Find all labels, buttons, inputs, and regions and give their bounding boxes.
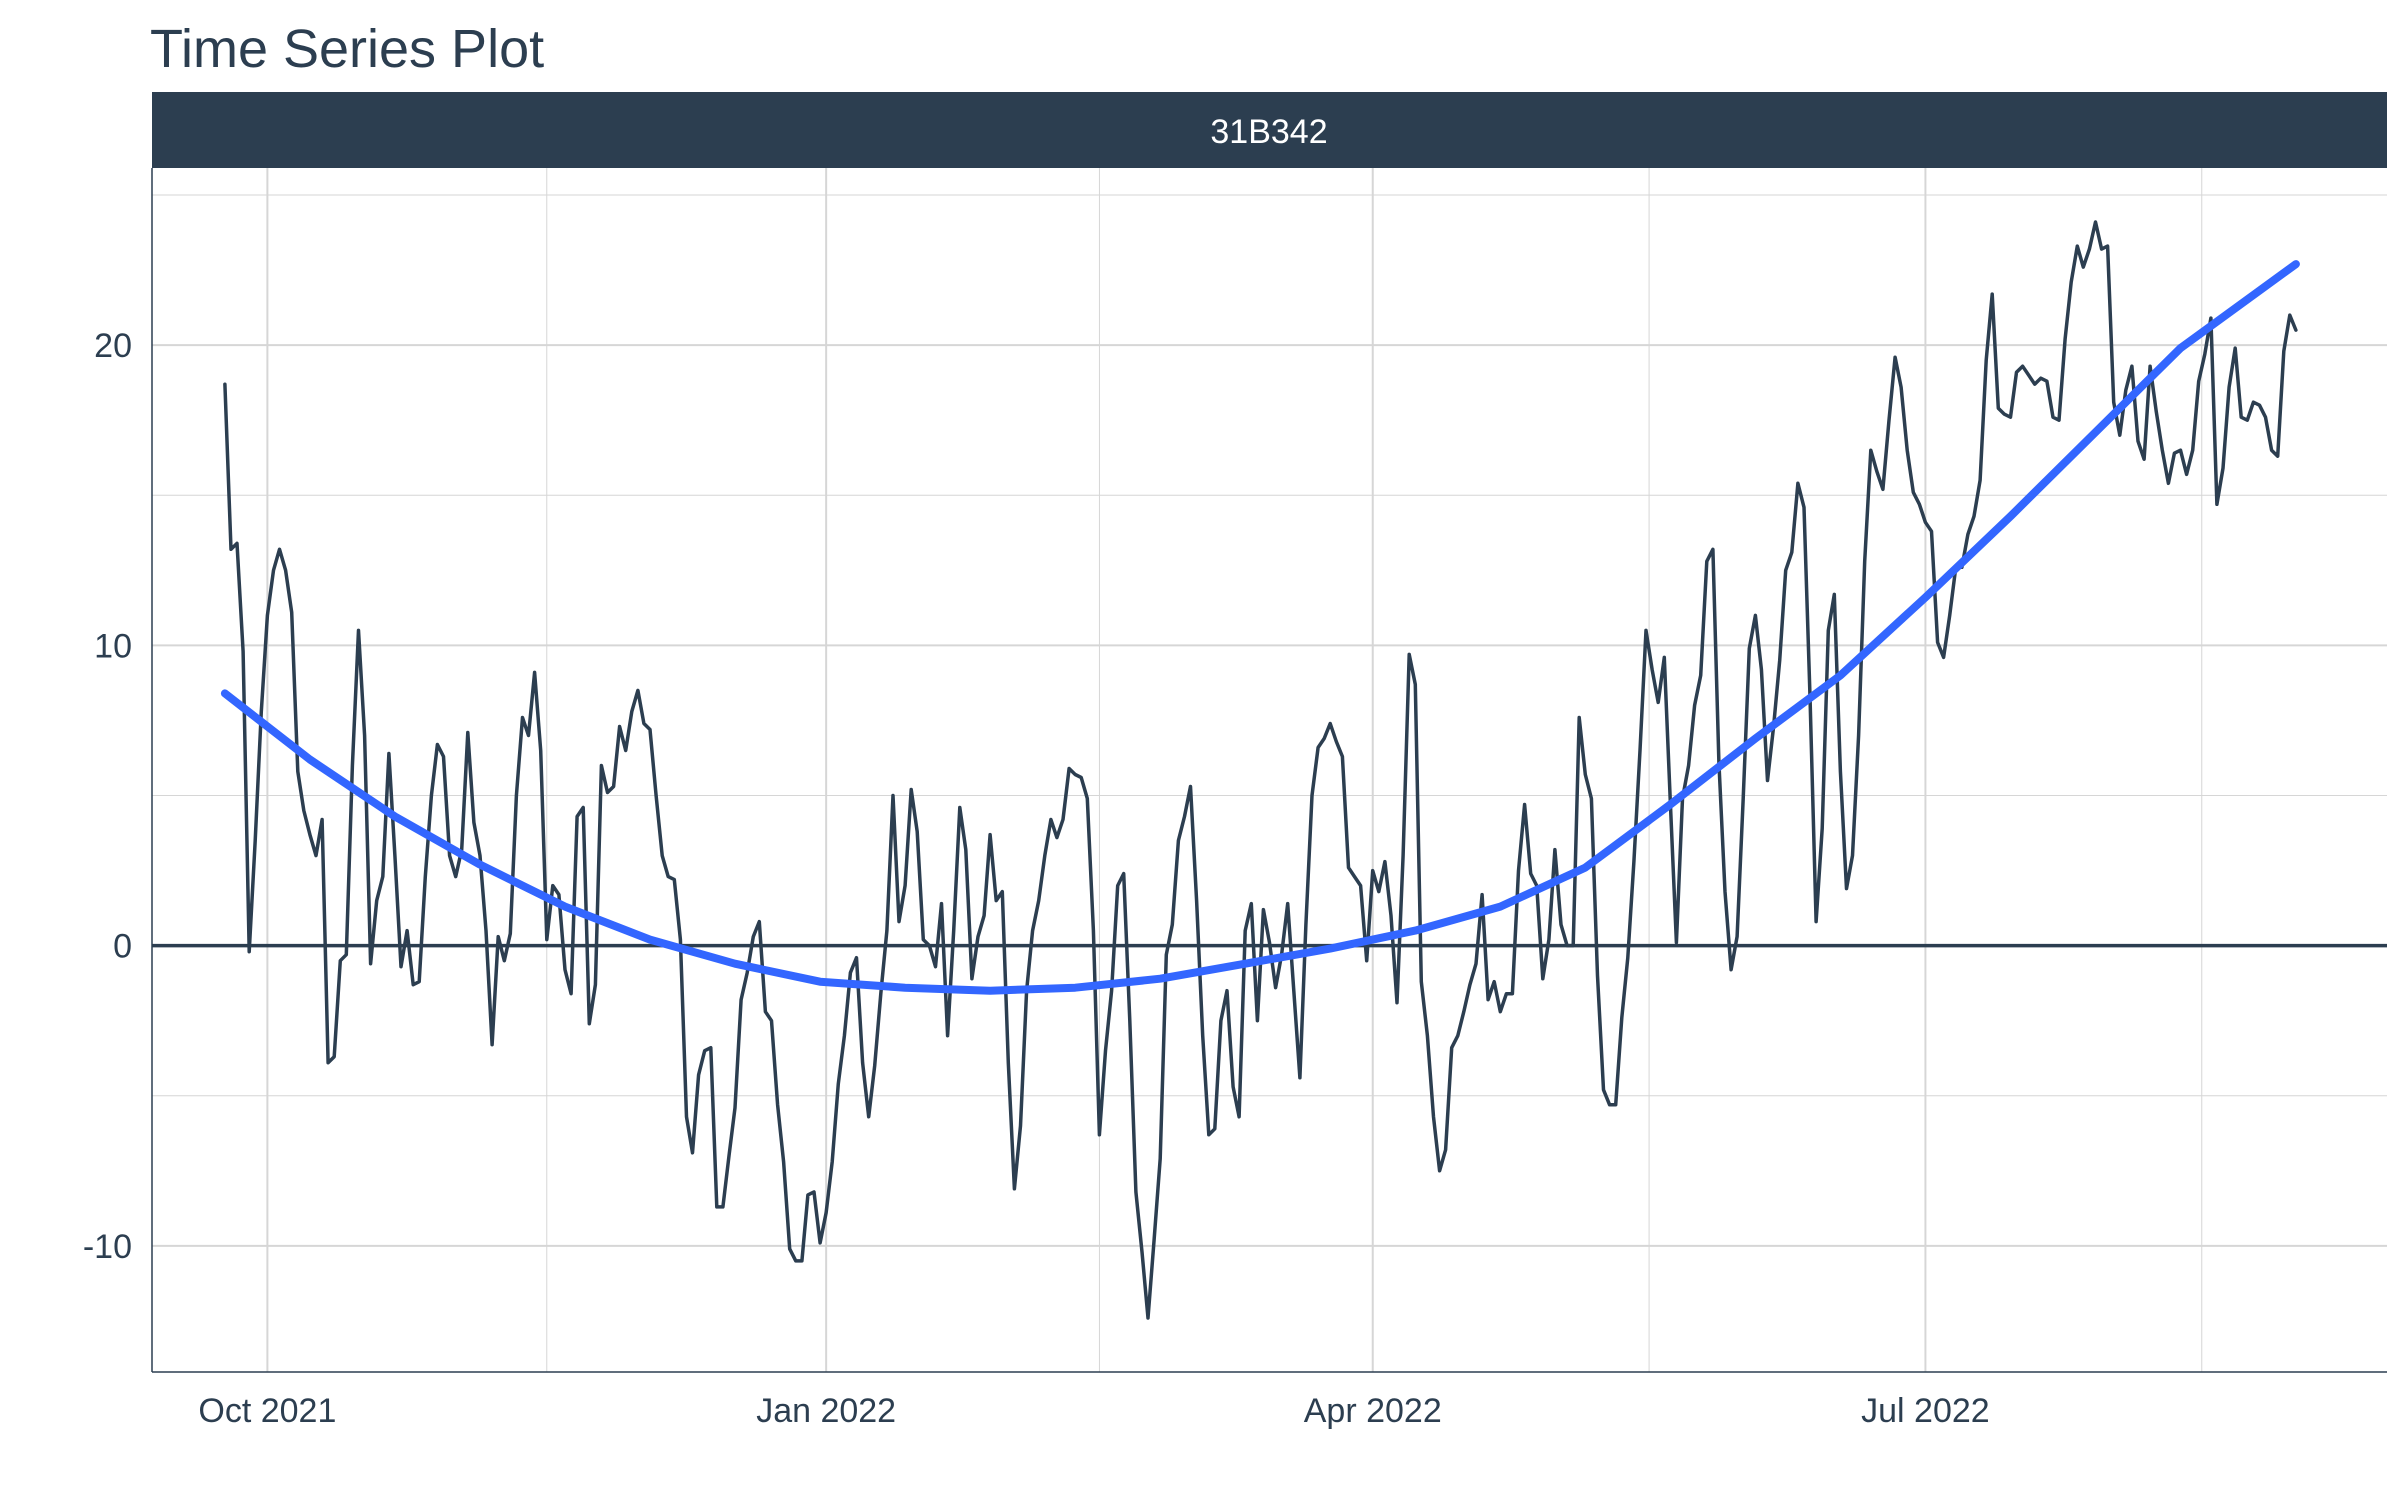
y-tick-label: 20 (94, 327, 132, 365)
x-tick-label: Oct 2021 (198, 1392, 336, 1430)
tick-labels: -10 0 10 20 Oct 2021 Jan 2022 Apr 2022 Jul 2022 (83, 327, 1990, 1430)
x-tick-label: Jul 2022 (1861, 1392, 1990, 1430)
axes (151, 168, 2387, 1373)
grid-lines (152, 168, 2387, 1372)
series-line-smooth (220, 260, 2300, 995)
facet-strip-label: 31B342 (1210, 113, 1327, 151)
chart-title: Time Series Plot (150, 19, 545, 79)
x-tick-label: Apr 2022 (1304, 1392, 1442, 1430)
x-tick-label: Jan 2022 (756, 1392, 896, 1430)
series-group (220, 220, 2300, 1320)
facet-strip (152, 92, 2387, 168)
y-tick-label: 10 (94, 627, 132, 665)
y-tick-label: -10 (83, 1228, 132, 1266)
series-line-data (223, 220, 2298, 1320)
y-tick-label: 0 (113, 928, 132, 966)
